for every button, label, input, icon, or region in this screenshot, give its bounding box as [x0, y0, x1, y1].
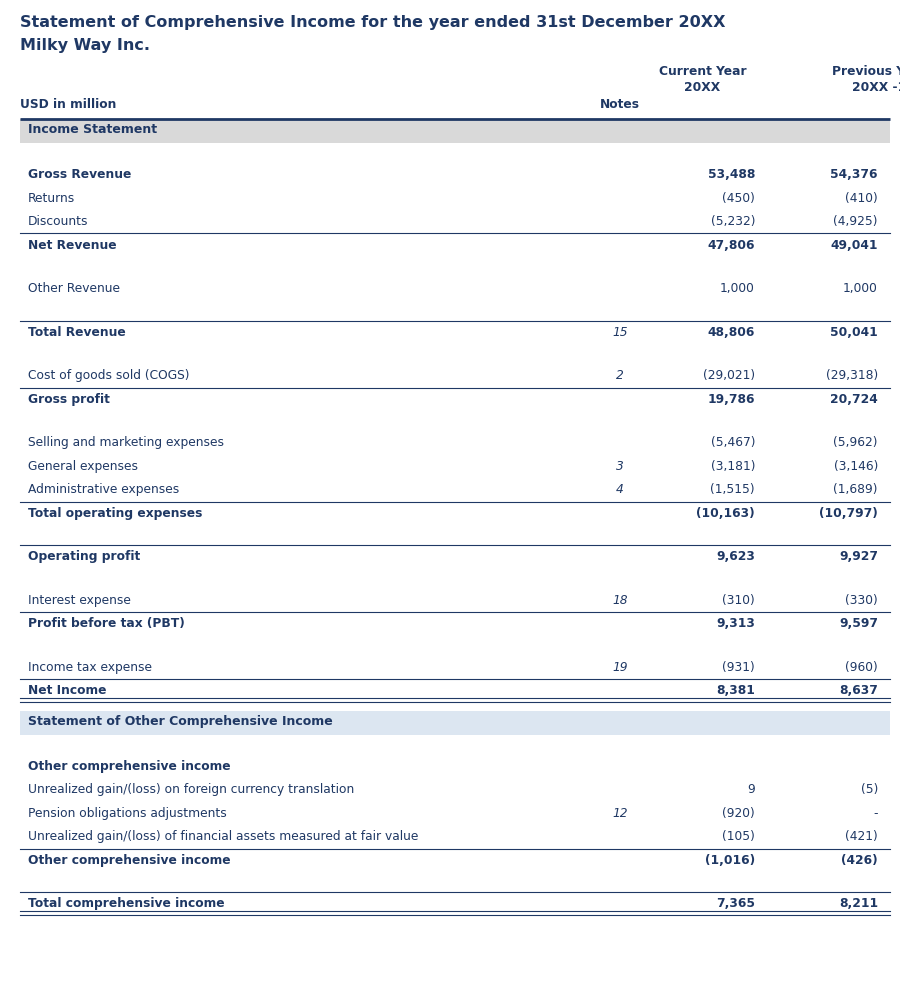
Text: 20XX -1: 20XX -1 [852, 81, 900, 94]
Text: 9: 9 [747, 783, 755, 796]
Text: Pension obligations adjustments: Pension obligations adjustments [28, 806, 227, 820]
Text: Statement of Other Comprehensive Income: Statement of Other Comprehensive Income [28, 715, 333, 728]
Text: 20XX: 20XX [684, 81, 721, 94]
Text: Total operating expenses: Total operating expenses [28, 506, 202, 519]
Text: -: - [874, 806, 878, 820]
Text: USD in million: USD in million [20, 98, 116, 111]
Text: Previous Year: Previous Year [832, 65, 900, 78]
Text: (421): (421) [845, 830, 878, 843]
Text: Net Income: Net Income [28, 684, 106, 697]
Text: Gross Revenue: Gross Revenue [28, 168, 131, 182]
Text: Income Statement: Income Statement [28, 123, 158, 136]
Text: (960): (960) [845, 660, 878, 673]
Text: Milky Way Inc.: Milky Way Inc. [20, 38, 150, 53]
Text: (5,232): (5,232) [710, 215, 755, 228]
Text: (5,467): (5,467) [710, 436, 755, 449]
Text: 8,211: 8,211 [839, 898, 878, 911]
Text: Other Revenue: Other Revenue [28, 282, 120, 295]
Text: (105): (105) [722, 830, 755, 843]
Text: (10,797): (10,797) [819, 506, 878, 519]
Text: Other comprehensive income: Other comprehensive income [28, 854, 230, 867]
Text: (426): (426) [842, 854, 878, 867]
Text: (3,146): (3,146) [833, 460, 878, 473]
Text: 8,381: 8,381 [716, 684, 755, 697]
Text: 3: 3 [616, 460, 624, 473]
Text: 50,041: 50,041 [830, 326, 878, 339]
Text: (5): (5) [860, 783, 878, 796]
Text: Selling and marketing expenses: Selling and marketing expenses [28, 436, 224, 449]
Text: Gross profit: Gross profit [28, 393, 110, 406]
Bar [20, 711, 890, 735]
Text: Current Year: Current Year [659, 65, 746, 78]
Text: (931): (931) [722, 660, 755, 673]
Text: Other comprehensive income: Other comprehensive income [28, 760, 230, 773]
Bar [20, 119, 890, 143]
Text: (10,163): (10,163) [697, 506, 755, 519]
Text: Interest expense: Interest expense [28, 594, 130, 607]
Text: Total comprehensive income: Total comprehensive income [28, 898, 225, 911]
Text: 12: 12 [612, 806, 628, 820]
Text: 9,623: 9,623 [716, 550, 755, 563]
Text: (3,181): (3,181) [710, 460, 755, 473]
Text: (1,016): (1,016) [705, 854, 755, 867]
Text: 48,806: 48,806 [707, 326, 755, 339]
Text: Operating profit: Operating profit [28, 550, 140, 563]
Text: 1,000: 1,000 [720, 282, 755, 295]
Text: 1,000: 1,000 [843, 282, 878, 295]
Text: (920): (920) [722, 806, 755, 820]
Text: Total Revenue: Total Revenue [28, 326, 126, 339]
Text: 53,488: 53,488 [707, 168, 755, 182]
Text: Administrative expenses: Administrative expenses [28, 484, 179, 496]
Text: 18: 18 [612, 594, 628, 607]
Text: Unrealized gain/(loss) of financial assets measured at fair value: Unrealized gain/(loss) of financial asse… [28, 830, 418, 843]
Text: 8,637: 8,637 [839, 684, 878, 697]
Text: Net Revenue: Net Revenue [28, 238, 117, 252]
Text: 2: 2 [616, 369, 624, 382]
Text: 15: 15 [612, 326, 628, 339]
Text: Notes: Notes [600, 98, 640, 111]
Text: Statement of Comprehensive Income for the year ended 31st December 20XX: Statement of Comprehensive Income for th… [20, 15, 725, 30]
Text: 9,927: 9,927 [839, 550, 878, 563]
Text: 9,313: 9,313 [716, 618, 755, 631]
Text: Profit before tax (PBT): Profit before tax (PBT) [28, 618, 184, 631]
Text: (310): (310) [722, 594, 755, 607]
Text: (5,962): (5,962) [833, 436, 878, 449]
Text: 49,041: 49,041 [831, 238, 878, 252]
Text: (410): (410) [845, 192, 878, 205]
Text: 7,365: 7,365 [716, 898, 755, 911]
Text: 9,597: 9,597 [839, 618, 878, 631]
Text: 19,786: 19,786 [707, 393, 755, 406]
Text: (4,925): (4,925) [833, 215, 878, 228]
Text: Income tax expense: Income tax expense [28, 660, 152, 673]
Text: Unrealized gain/(loss) on foreign currency translation: Unrealized gain/(loss) on foreign curren… [28, 783, 355, 796]
Text: (29,021): (29,021) [703, 369, 755, 382]
Text: 19: 19 [612, 660, 628, 673]
Text: Cost of goods sold (COGS): Cost of goods sold (COGS) [28, 369, 190, 382]
Text: (330): (330) [845, 594, 878, 607]
Text: (1,689): (1,689) [833, 484, 878, 496]
Text: Returns: Returns [28, 192, 76, 205]
Text: General expenses: General expenses [28, 460, 138, 473]
Text: (29,318): (29,318) [825, 369, 878, 382]
Text: Discounts: Discounts [28, 215, 88, 228]
Text: 54,376: 54,376 [831, 168, 878, 182]
Text: 20,724: 20,724 [830, 393, 878, 406]
Text: 4: 4 [616, 484, 624, 496]
Text: 47,806: 47,806 [707, 238, 755, 252]
Text: (1,515): (1,515) [710, 484, 755, 496]
Text: (450): (450) [722, 192, 755, 205]
